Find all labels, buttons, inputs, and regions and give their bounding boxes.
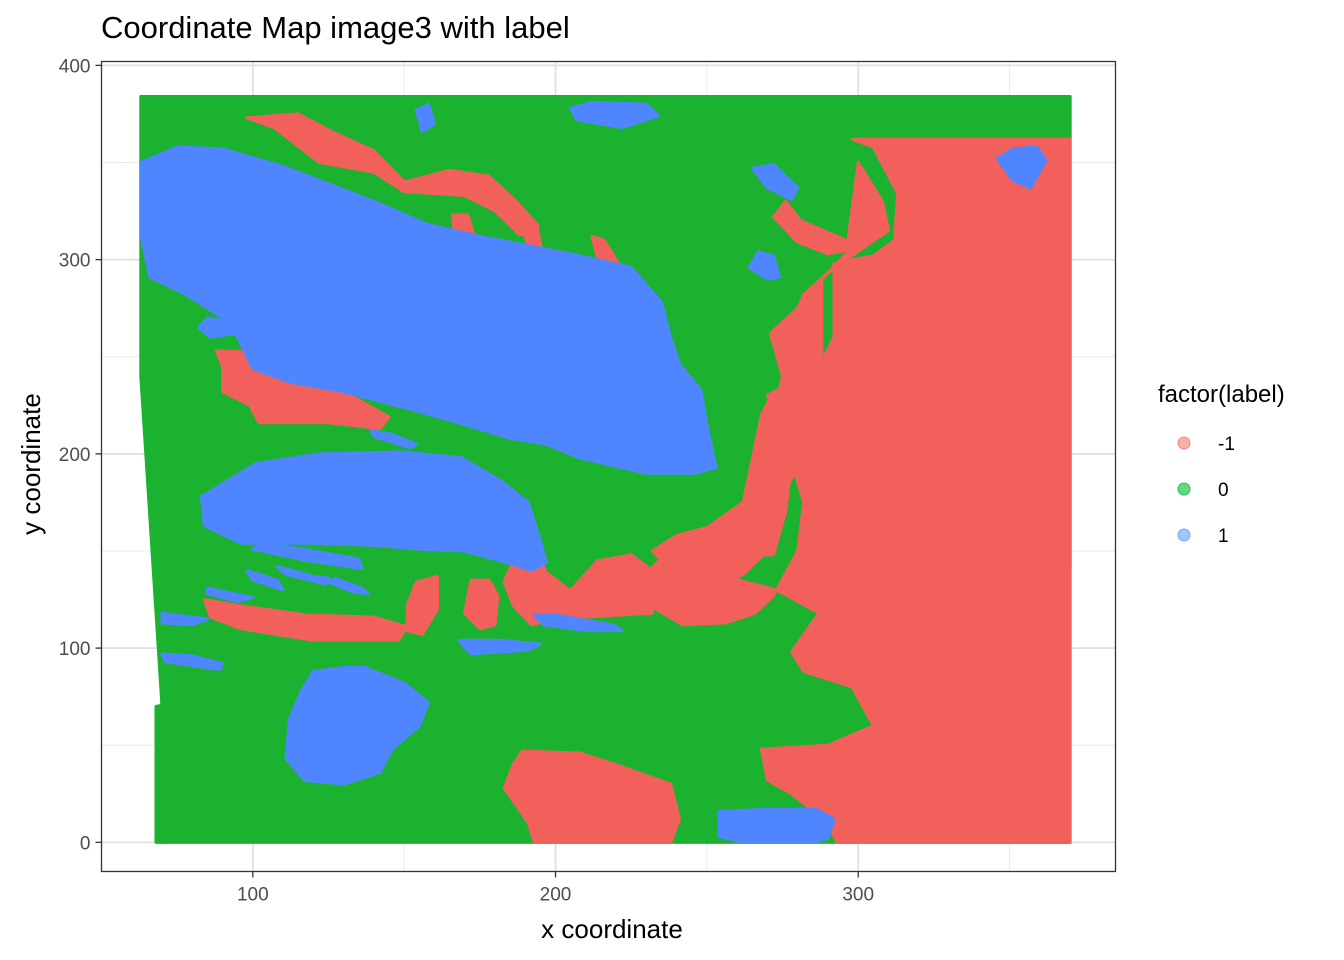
legend: factor(label) -1 0 1 [1158,381,1285,547]
legend-key-0 [1177,482,1191,496]
region-label--1 [284,120,315,141]
region-label-1 [245,568,285,592]
chart-title: Coordinate Map image3 with label [101,10,570,45]
region-label-1 [139,145,718,475]
legend-title: factor(label) [1158,381,1285,408]
x-tick-label: 100 [237,885,269,906]
y-axis: 0 100 200 300 400 [59,56,102,854]
region-label--1 [629,782,682,844]
region-label-1 [747,250,781,281]
region-label-1 [205,586,255,603]
region-label-1 [196,316,237,339]
legend-label--1: -1 [1218,434,1235,455]
y-tick-label: 200 [59,445,91,466]
region-label-1 [532,613,624,633]
x-axis-title: x coordinate [541,914,683,944]
y-tick-label: 300 [59,251,91,272]
plot-border [100,60,1117,873]
region-label-1 [457,638,542,656]
region-label-1 [996,145,1048,190]
region-label-1 [160,652,225,671]
region-label--1 [463,578,500,631]
y-tick-label: 100 [59,639,91,660]
region-label-1 [160,611,209,627]
region-label--1 [772,199,860,256]
region-label-1 [414,102,436,133]
legend-key-1 [1177,528,1191,542]
y-tick-label: 400 [59,56,91,77]
region-label-1 [717,807,836,844]
region-label-1 [199,450,548,572]
y-axis-title: y coordinate [16,393,46,535]
region-label--1 [650,500,769,576]
legend-key--1 [1177,436,1191,450]
region-label-1 [327,576,370,596]
region-label--1 [405,574,439,636]
region-label-1 [251,541,364,570]
x-tick-label: 300 [842,885,874,906]
region-label-1 [750,162,800,201]
x-axis: 100 200 300 [237,871,874,906]
legend-label-0: 0 [1218,480,1229,501]
region-label--1 [644,137,1072,844]
region-label-1 [369,429,418,450]
region-label-1 [569,100,660,129]
region-label--1 [202,598,409,642]
region-label-1 [284,666,430,786]
y-tick-label: 0 [80,833,91,854]
legend-label-1: 1 [1218,526,1229,547]
region-label-1 [275,565,330,586]
x-tick-label: 200 [540,885,572,906]
data-regions [139,95,1072,844]
